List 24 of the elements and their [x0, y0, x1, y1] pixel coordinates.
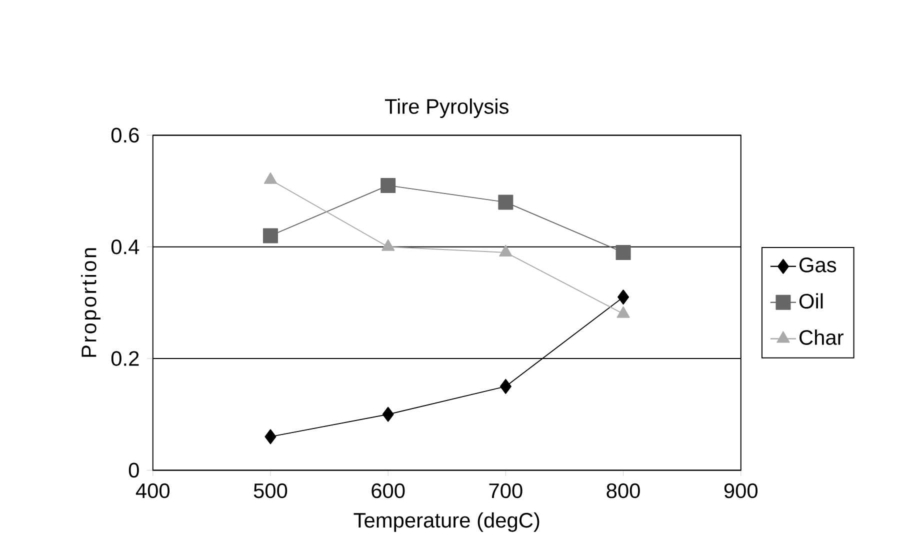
legend-label: Gas	[800, 258, 836, 272]
x-tick-label: 500	[254, 483, 288, 498]
point	[618, 290, 630, 305]
y-axis-title: Proportion	[80, 248, 100, 357]
point	[382, 406, 394, 422]
x-tick-label: 400	[136, 483, 170, 498]
point	[616, 244, 631, 260]
y-tick-label: 0.2	[111, 351, 139, 366]
y-tick-label: 0.6	[111, 128, 139, 143]
point	[264, 429, 276, 444]
y-tick-label: 0	[128, 462, 139, 478]
point	[380, 178, 396, 193]
x-tick-label: 600	[372, 483, 405, 498]
point	[498, 194, 514, 210]
point	[262, 228, 278, 244]
point	[500, 378, 512, 394]
x-tick-label: 900	[724, 483, 758, 498]
x-axis-title: Temperature (degC)	[354, 512, 540, 532]
legend-label: Oil	[799, 293, 823, 309]
legend-label: Char	[800, 330, 844, 345]
x-tick-label: 700	[489, 483, 522, 498]
x-tick-label: 800	[606, 483, 640, 498]
chart-title: Tire Pyrolysis	[384, 98, 508, 118]
y-tick-label: 0.4	[111, 239, 140, 254]
